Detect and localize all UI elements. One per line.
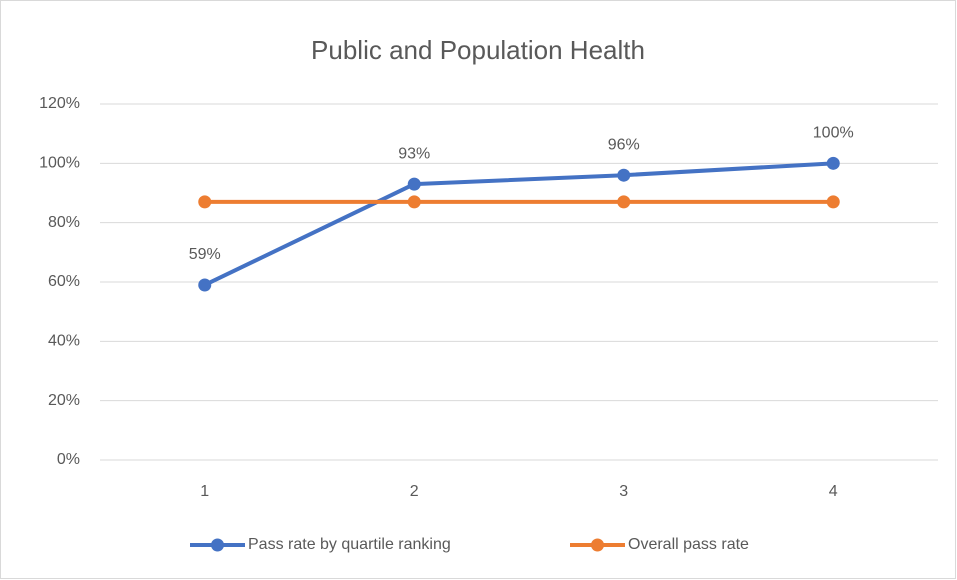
x-tick-label: 2 <box>410 483 419 500</box>
y-tick-label: 20% <box>48 392 80 409</box>
data-label: 100% <box>813 125 854 142</box>
point <box>617 195 631 209</box>
data-label: 59% <box>189 246 221 263</box>
legend-label: Pass rate by quartile ranking <box>248 536 451 553</box>
chart-title: Public and Population Health <box>311 35 645 65</box>
data-label: 96% <box>608 136 640 153</box>
point <box>826 195 840 209</box>
y-tick-label: 100% <box>39 155 80 172</box>
legend-marker <box>211 538 224 552</box>
legend-marker <box>591 538 604 552</box>
data-label: 93% <box>398 145 430 162</box>
y-tick-label: 0% <box>57 451 80 468</box>
point <box>198 278 212 292</box>
x-tick-label: 3 <box>619 483 628 500</box>
y-tick-label: 120% <box>39 95 80 112</box>
series-line <box>203 161 834 287</box>
y-tick-label: 60% <box>48 273 80 290</box>
x-tick-label: 1 <box>200 483 209 500</box>
y-tick-label: 80% <box>48 214 80 231</box>
point <box>617 168 631 182</box>
legend-label: Overall pass rate <box>628 536 749 553</box>
x-tick-label: 4 <box>829 483 838 500</box>
y-tick-label: 40% <box>48 333 80 350</box>
point <box>826 156 840 170</box>
point <box>407 177 421 191</box>
point <box>198 195 212 209</box>
point <box>407 195 421 209</box>
